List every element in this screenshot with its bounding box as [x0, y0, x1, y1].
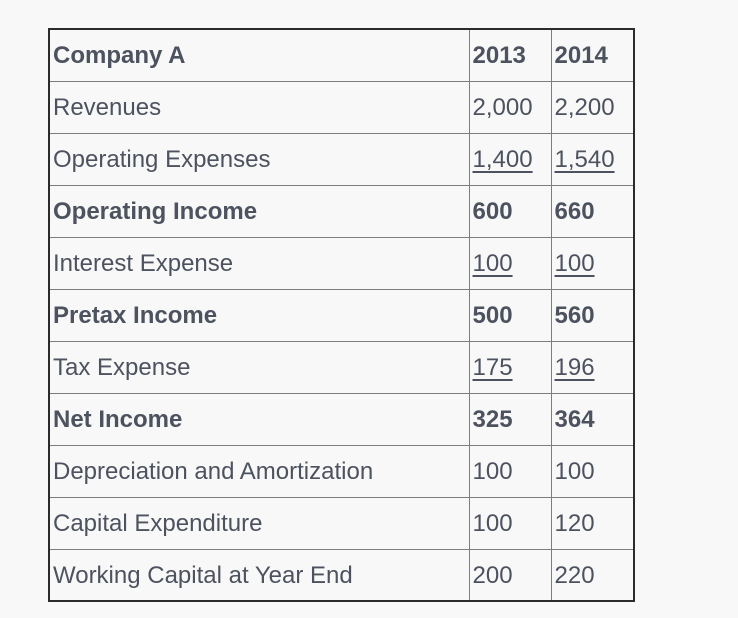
row-label: Depreciation and Amortization [48, 444, 470, 498]
row-label: Capital Expenditure [48, 496, 470, 550]
table-row: Tax Expense 175 196 [48, 340, 635, 394]
row-label: Operating Income [48, 184, 470, 238]
row-value-2013: 2,000 [468, 80, 552, 134]
table-row: Operating Expenses 1,400 1,540 [48, 132, 635, 186]
row-value-2014: 120 [550, 496, 635, 550]
row-value-2013: 100 [468, 236, 552, 290]
financial-table: Company A 2013 2014 Revenues 2,000 2,200… [48, 28, 635, 602]
row-value-2013: 325 [468, 392, 552, 446]
row-value-2013: 100 [468, 444, 552, 498]
row-value-2013: 175 [468, 340, 552, 394]
row-label: Working Capital at Year End [48, 548, 470, 602]
row-value-2013: 100 [468, 496, 552, 550]
table-body: Revenues 2,000 2,200 Operating Expenses … [48, 80, 635, 602]
table-row: Operating Income 600 660 [48, 184, 635, 238]
row-label: Pretax Income [48, 288, 470, 342]
table-header-2013: 2013 [468, 28, 552, 82]
row-value-2014: 196 [550, 340, 635, 394]
financial-table-container: Company A 2013 2014 Revenues 2,000 2,200… [48, 28, 635, 602]
table-row: Revenues 2,000 2,200 [48, 80, 635, 134]
row-label: Revenues [48, 80, 470, 134]
table-row: Depreciation and Amortization 100 100 [48, 444, 635, 498]
table-header-2014: 2014 [550, 28, 635, 82]
row-label: Interest Expense [48, 236, 470, 290]
row-value-2014: 1,540 [550, 132, 635, 186]
row-value-2013: 500 [468, 288, 552, 342]
row-value-2014: 2,200 [550, 80, 635, 134]
row-value-2014: 364 [550, 392, 635, 446]
table-row: Capital Expenditure 100 120 [48, 496, 635, 550]
row-value-2014: 220 [550, 548, 635, 602]
row-value-2014: 560 [550, 288, 635, 342]
table-row: Interest Expense 100 100 [48, 236, 635, 290]
row-label: Tax Expense [48, 340, 470, 394]
row-value-2014: 100 [550, 236, 635, 290]
row-label: Operating Expenses [48, 132, 470, 186]
row-label: Net Income [48, 392, 470, 446]
table-row: Net Income 325 364 [48, 392, 635, 446]
table-header-row: Company A 2013 2014 [48, 28, 635, 82]
table-row: Working Capital at Year End 200 220 [48, 548, 635, 602]
row-value-2014: 660 [550, 184, 635, 238]
table-row: Pretax Income 500 560 [48, 288, 635, 342]
row-value-2013: 600 [468, 184, 552, 238]
row-value-2014: 100 [550, 444, 635, 498]
row-value-2013: 200 [468, 548, 552, 602]
table-header-company: Company A [48, 28, 470, 82]
row-value-2013: 1,400 [468, 132, 552, 186]
